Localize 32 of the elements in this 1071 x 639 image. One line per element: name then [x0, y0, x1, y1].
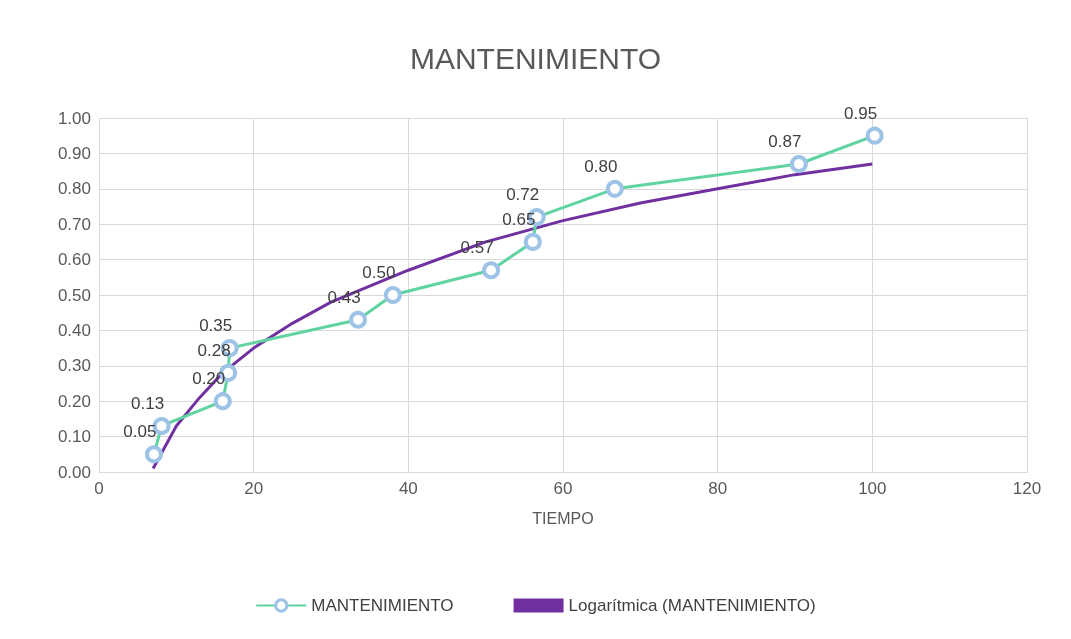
x-tick-label: 0	[94, 479, 104, 498]
y-tick-label: 0.50	[57, 285, 91, 305]
y-tick-label: 0.60	[57, 250, 91, 270]
data-label: 0.05	[123, 422, 157, 442]
x-tick-label: 100	[858, 479, 887, 498]
y-tick-label: 0.90	[57, 143, 91, 163]
data-label: 0.87	[768, 132, 802, 152]
y-tick-label: 1.00	[57, 108, 91, 128]
y-tick-label: 0.70	[57, 214, 91, 234]
data-label: 0.35	[199, 316, 233, 336]
data-label: 0.28	[197, 340, 231, 360]
x-axis-title: TIEMPO	[532, 509, 594, 527]
x-tick-label: 80	[708, 479, 728, 498]
y-tick-label: 0.20	[57, 391, 91, 411]
data-label: 0.72	[506, 185, 540, 205]
x-tick-label: 40	[398, 479, 418, 498]
data-label: 0.65	[502, 209, 536, 229]
y-tick-label: 0.30	[57, 356, 91, 376]
y-tick-label: 0.10	[57, 427, 91, 447]
y-tick-label: 0.40	[57, 320, 91, 340]
data-label: 0.80	[584, 156, 618, 176]
data-label: 0.50	[362, 263, 396, 282]
x-tick-label: 20	[244, 479, 264, 498]
data-label: 0.13	[131, 393, 165, 413]
y-tick-label: 0.80	[57, 179, 91, 199]
x-tick-label: 120	[1012, 479, 1042, 498]
x-tick-label: 60	[553, 479, 573, 498]
legend-label: Logarítmica (MANTENIMIENTO)	[568, 596, 816, 615]
data-label: 0.95	[844, 103, 878, 123]
y-tick-label: 0.00	[57, 462, 91, 482]
chart-title: MANTENIMIENTO	[409, 41, 662, 75]
legend-label: MANTENIMIENTO	[311, 596, 454, 615]
